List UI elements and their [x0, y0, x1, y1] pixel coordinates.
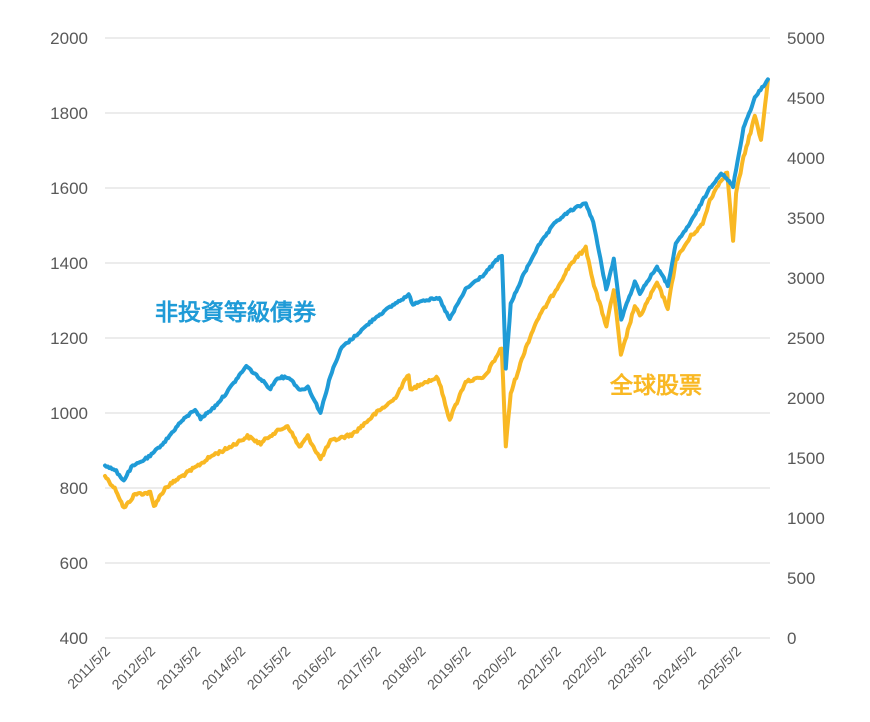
right-y-tick-label: 0: [787, 629, 796, 648]
left-y-tick-label: 1800: [50, 104, 88, 123]
series-lines: [103, 77, 770, 510]
left-y-tick-label: 600: [60, 554, 88, 573]
x-tick-label: 2015/5/2: [244, 643, 294, 693]
right-y-tick-label: 3000: [787, 269, 825, 288]
x-tick-label: 2025/5/2: [694, 643, 744, 693]
x-tick-label: 2024/5/2: [649, 643, 699, 693]
left-y-tick-label: 400: [60, 629, 88, 648]
right-y-tick-label: 1000: [787, 509, 825, 528]
right-y-tick-label: 4000: [787, 149, 825, 168]
x-tick-label: 2022/5/2: [559, 643, 609, 693]
left-y-tick-label: 1000: [50, 404, 88, 423]
global-equities-line: [103, 78, 770, 510]
left-y-tick-label: 1200: [50, 329, 88, 348]
x-tick-label: 2018/5/2: [379, 643, 429, 693]
x-tick-label: 2014/5/2: [199, 643, 249, 693]
left-y-tick-label: 1400: [50, 254, 88, 273]
x-tick-label: 2011/5/2: [64, 643, 113, 692]
series-label-global-equities: 全球股票: [609, 372, 702, 399]
gridlines: [105, 37, 770, 639]
left-y-tick-label: 1600: [50, 179, 88, 198]
x-axis: 2011/5/22012/5/22013/5/22014/5/22015/5/2…: [64, 643, 744, 693]
left-y-tick-label: 2000: [50, 29, 88, 48]
left-y-axis: 400 600 800 1000 1200 1400 1600 1800 2000: [50, 29, 88, 648]
right-y-axis: 0 500 1000 1500 2000 2500 3000 3500 4000 4500 5000: [787, 29, 825, 648]
x-tick-label: 2013/5/2: [153, 643, 203, 693]
x-tick-label: 2023/5/2: [604, 643, 654, 693]
x-tick-label: 2020/5/2: [469, 643, 519, 693]
high-yield-bonds-line: [103, 77, 770, 483]
right-y-tick-label: 2000: [787, 389, 825, 408]
right-y-tick-label: 500: [787, 569, 815, 588]
right-y-tick-label: 5000: [787, 29, 825, 48]
x-tick-label: 2019/5/2: [424, 643, 474, 693]
x-tick-label: 2016/5/2: [289, 643, 339, 693]
left-y-tick-label: 800: [60, 479, 88, 498]
right-y-tick-label: 3500: [787, 209, 825, 228]
right-y-tick-label: 2500: [787, 329, 825, 348]
series-label-high-yield-bonds: 非投資等級債券: [155, 299, 317, 326]
x-tick-label: 2017/5/2: [334, 643, 384, 693]
x-tick-label: 2021/5/2: [514, 643, 564, 693]
right-y-tick-label: 1500: [787, 449, 825, 468]
right-y-tick-label: 4500: [787, 89, 825, 108]
x-tick-label: 2012/5/2: [108, 643, 158, 693]
